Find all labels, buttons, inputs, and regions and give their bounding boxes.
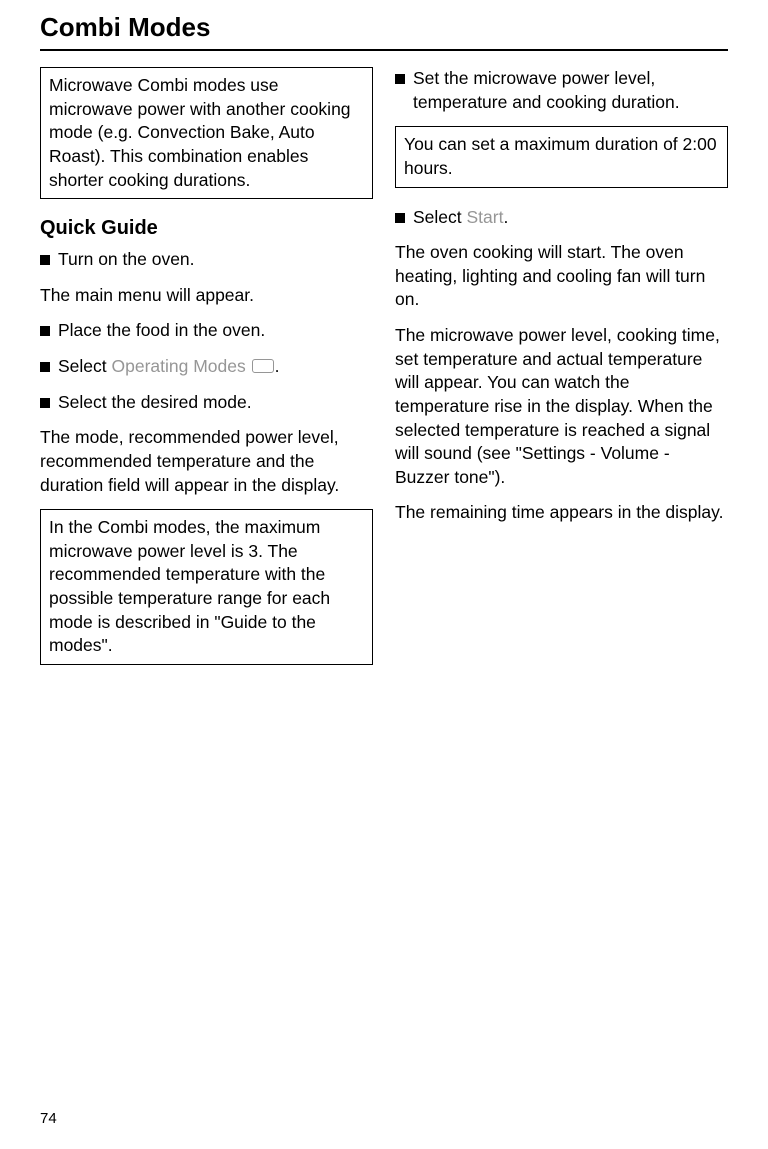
page-title: Combi Modes: [40, 12, 728, 51]
bullet-icon: [40, 326, 50, 336]
step-text: Set the microwave power level, temperatu…: [413, 67, 728, 114]
step-text: Select the desired mode.: [58, 391, 252, 415]
para-temp-display: The microwave power level, cooking time,…: [395, 324, 728, 489]
quick-guide-heading: Quick Guide: [40, 217, 373, 240]
step-text: Select Operating Modes .: [58, 355, 280, 379]
bullet-icon: [40, 362, 50, 372]
step-select-start: Select Start.: [395, 206, 728, 230]
para-mode-display: The mode, recommended power level, recom…: [40, 426, 373, 497]
combi-note-box: In the Combi modes, the maximum microwav…: [40, 509, 373, 665]
bullet-icon: [395, 213, 405, 223]
step-turn-on: Turn on the oven.: [40, 248, 373, 272]
right-column: Set the microwave power level, temperatu…: [395, 67, 728, 683]
ui-label-operating-modes: Operating Modes: [112, 356, 246, 376]
ui-label-start: Start: [467, 207, 504, 227]
step-text: Select Start.: [413, 206, 508, 230]
duration-note-box: You can set a maximum duration of 2:00 h…: [395, 126, 728, 187]
para-cooking-start: The oven cooking will start. The oven he…: [395, 241, 728, 312]
text-prefix: Select: [58, 356, 112, 376]
step-set-power: Set the microwave power level, temperatu…: [395, 67, 728, 114]
step-select-mode: Select the desired mode.: [40, 391, 373, 415]
text-suffix: .: [503, 207, 508, 227]
page-number: 74: [40, 1110, 57, 1127]
step-select-operating-modes: Select Operating Modes .: [40, 355, 373, 379]
text-prefix: Select: [413, 207, 467, 227]
bullet-icon: [395, 74, 405, 84]
left-column: Microwave Combi modes use microwave powe…: [40, 67, 373, 683]
para-remaining-time: The remaining time appears in the displa…: [395, 501, 728, 525]
intro-box: Microwave Combi modes use microwave powe…: [40, 67, 373, 199]
text-suffix: .: [275, 356, 280, 376]
operating-modes-icon: [252, 359, 274, 373]
step-place-food: Place the food in the oven.: [40, 319, 373, 343]
step-text: Place the food in the oven.: [58, 319, 265, 343]
bullet-icon: [40, 255, 50, 265]
content-columns: Microwave Combi modes use microwave powe…: [40, 67, 728, 683]
step-text: Turn on the oven.: [58, 248, 195, 272]
bullet-icon: [40, 398, 50, 408]
para-main-menu: The main menu will appear.: [40, 284, 373, 308]
